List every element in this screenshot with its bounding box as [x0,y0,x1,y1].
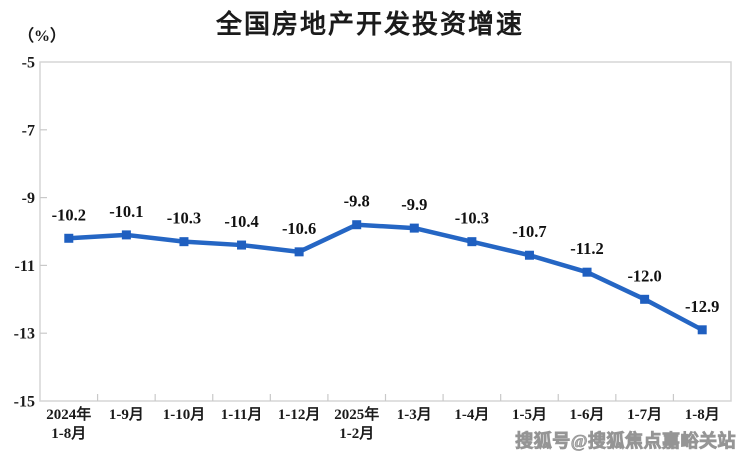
data-label: -10.4 [224,212,258,231]
data-line [66,222,705,333]
data-marker [409,223,419,233]
x-tick-label: 2024年 [46,405,91,423]
data-label: -9.9 [401,195,427,214]
x-tick-label: 1-11月 [221,406,263,423]
x-tick-label: 1-8月 [685,406,720,423]
watermark: 搜狐号@搜狐焦点嘉峪关站 [515,431,736,452]
y-tick-label: -13 [14,326,35,343]
x-tick-label: 1-4月 [454,406,489,423]
x-tick-label: 1-12月 [278,406,321,423]
data-marker [237,240,247,250]
data-label: -10.2 [52,205,86,224]
x-tick-label: 1-5月 [512,406,547,423]
data-label: -9.8 [344,192,370,211]
data-marker [582,267,592,277]
x-tick-label: 1-6月 [570,406,605,423]
x-tick-label: 1-9月 [109,406,144,423]
data-label: -10.7 [512,222,546,241]
y-axis-unit-label: （%） [18,28,67,45]
x-tick-label: 2025年 [334,405,379,423]
x-tick-label: 1-8月 [51,425,86,442]
data-label: -12.9 [685,297,719,316]
data-marker [524,250,534,260]
data-label: -12.0 [627,266,661,285]
data-marker [179,237,189,247]
y-tick-label: -7 [22,122,35,139]
data-marker [697,325,707,335]
data-label: -10.3 [455,209,489,228]
x-tick-label: 1-3月 [397,406,432,423]
data-marker [294,247,304,257]
data-label: -10.1 [109,202,143,221]
data-marker [640,294,650,304]
data-label: -11.2 [570,239,603,258]
data-marker [64,233,74,243]
y-tick-label: -5 [22,55,35,72]
data-label: -10.6 [282,219,316,238]
data-label: -10.3 [167,209,201,228]
chart-title: 全国房地产开发投资增速 [215,9,524,39]
x-tick-label: 1-2月 [339,425,374,442]
plot-frame [39,61,732,402]
y-tick-label: -11 [15,258,35,275]
x-tick-label: 1-10月 [163,406,206,423]
data-marker [121,230,131,240]
x-tick-label: 1-7月 [627,406,662,423]
data-marker [467,237,477,247]
data-marker [352,220,362,230]
y-tick-label: -9 [22,190,35,207]
y-tick-label: -15 [14,394,35,411]
